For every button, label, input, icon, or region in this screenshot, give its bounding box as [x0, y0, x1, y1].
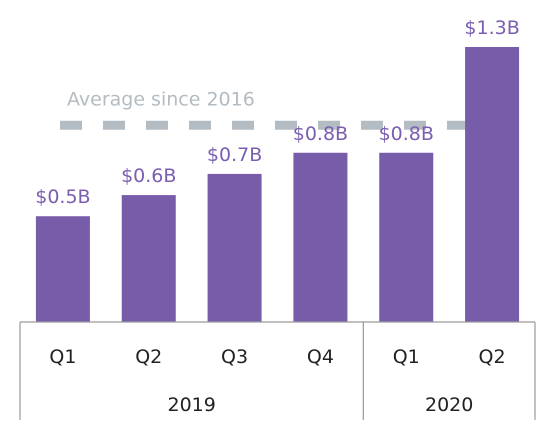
x-tick-label-2: Q2	[135, 346, 162, 368]
bar-1	[35, 216, 90, 322]
bar-4	[293, 152, 348, 322]
x-tick-label-5: Q1	[393, 346, 420, 368]
year-label-2019: 2019	[167, 394, 215, 416]
bar-5	[379, 152, 434, 322]
x-tick-labels: Q1 Q2 Q3 Q4 Q1 Q2	[49, 346, 505, 368]
value-label-2: $0.6B	[121, 165, 176, 187]
value-label-4: $0.8B	[293, 123, 348, 145]
bar-6	[465, 47, 520, 322]
x-tick-label-3: Q3	[221, 346, 248, 368]
value-label-3: $0.7B	[207, 144, 262, 166]
x-tick-label-1: Q1	[49, 346, 76, 368]
value-labels-group: $0.5B $0.6B $0.7B $0.8B $0.8B $1.3B	[35, 17, 520, 208]
value-label-5: $0.8B	[379, 123, 434, 145]
year-group-labels: 2019 2020	[167, 394, 473, 416]
year-label-2020: 2020	[425, 394, 473, 416]
value-label-1: $0.5B	[35, 186, 90, 208]
bar-3	[207, 173, 262, 322]
group-dividers	[19, 322, 536, 420]
bar-2	[121, 195, 176, 322]
bars-group	[35, 47, 520, 322]
value-label-6: $1.3B	[464, 17, 519, 39]
x-tick-label-6: Q2	[479, 346, 506, 368]
average-label: Average since 2016	[67, 88, 255, 110]
x-tick-label-4: Q4	[307, 346, 334, 368]
